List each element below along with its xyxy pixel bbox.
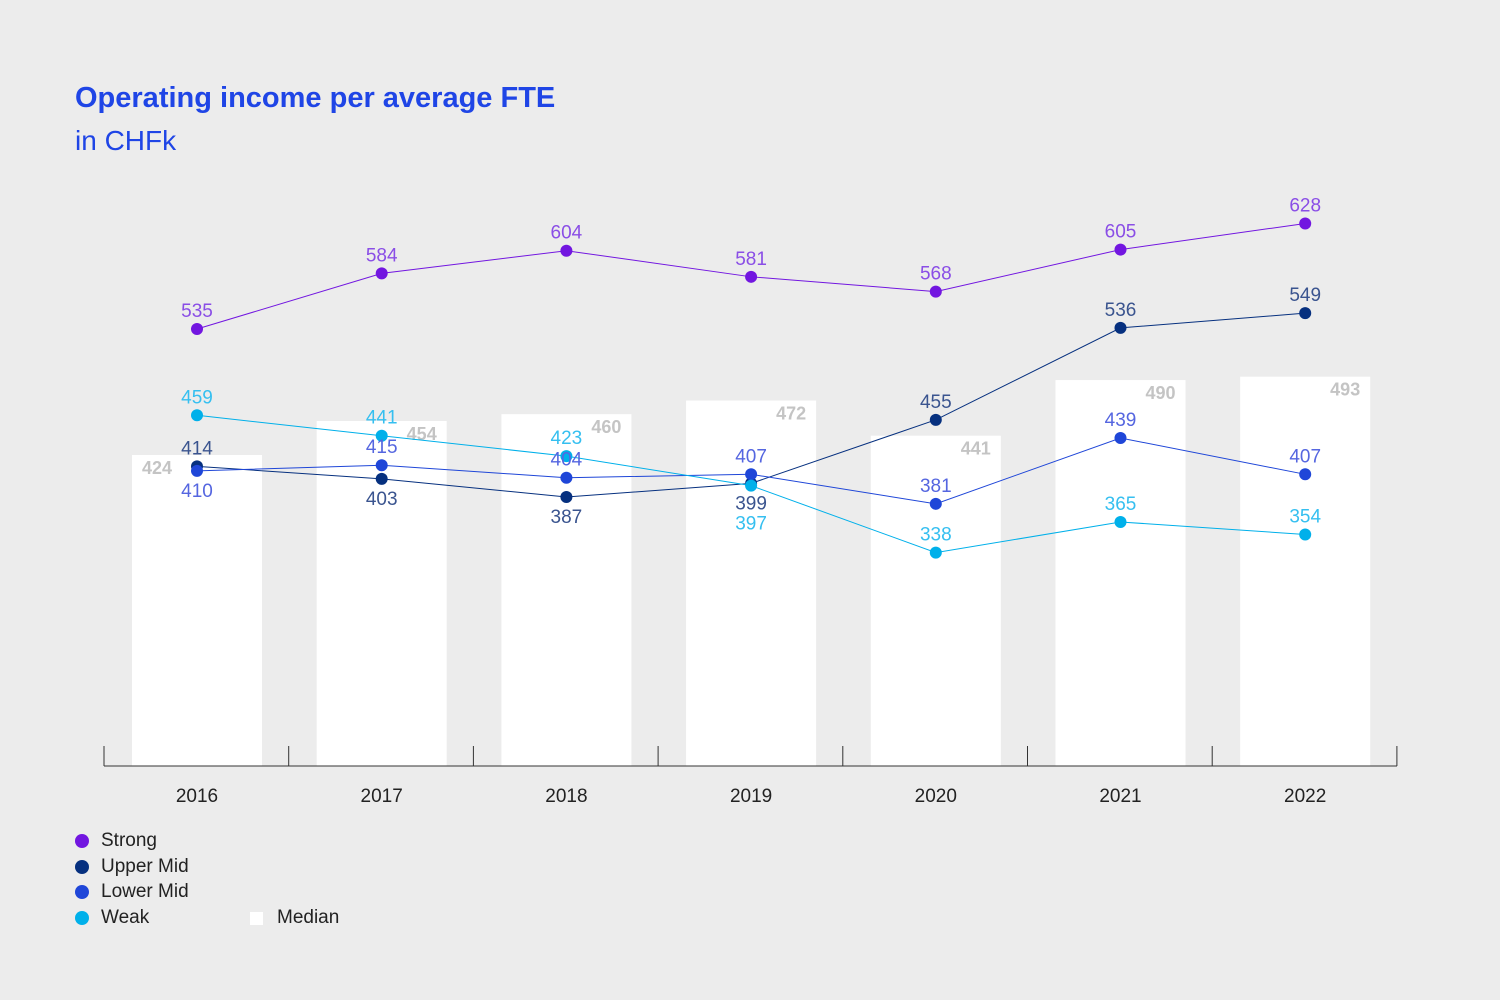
data-label: 399	[735, 493, 767, 514]
data-label: 535	[181, 301, 213, 322]
median-label: 472	[776, 404, 806, 424]
data-label: 414	[181, 438, 213, 459]
x-tick-label: 2020	[915, 786, 957, 807]
legend-item-lower-mid: Lower Mid	[75, 881, 189, 903]
chart-title: Operating income per average FTE	[75, 82, 556, 114]
chart-subtitle: in CHFk	[75, 125, 177, 156]
data-point	[560, 244, 573, 257]
data-point	[375, 459, 388, 472]
data-point	[375, 472, 388, 485]
legend-label: Strong	[101, 830, 157, 851]
data-label: 584	[366, 245, 398, 266]
data-label: 397	[735, 514, 767, 535]
median-bar	[132, 455, 262, 766]
data-label: 387	[551, 507, 583, 528]
legend-item-median: Median	[250, 907, 339, 929]
legend-label: Lower Mid	[101, 881, 189, 902]
data-label: 354	[1289, 506, 1321, 527]
data-label: 423	[551, 428, 583, 449]
data-point	[560, 491, 573, 504]
data-label: 459	[181, 387, 213, 408]
data-label: 415	[366, 437, 398, 458]
data-point	[1299, 528, 1312, 541]
x-tick-label: 2019	[730, 786, 772, 807]
data-point	[191, 464, 203, 477]
median-label: 490	[1145, 383, 1175, 403]
legend-item-upper-mid: Upper Mid	[75, 856, 189, 878]
data-label: 628	[1289, 195, 1321, 216]
data-label: 338	[920, 525, 952, 546]
legend-item-weak: Weak	[75, 907, 149, 929]
legend-marker-icon	[250, 911, 263, 925]
data-label: 404	[551, 450, 583, 471]
data-point	[1114, 321, 1127, 334]
data-point	[191, 323, 203, 336]
data-point	[1114, 243, 1127, 256]
legend-marker-icon	[75, 860, 89, 874]
data-label: 605	[1105, 222, 1137, 243]
x-tick-label: 2016	[176, 786, 218, 807]
data-point	[191, 409, 203, 422]
data-point	[375, 429, 388, 442]
data-point	[929, 546, 942, 559]
data-label: 407	[735, 446, 767, 467]
data-label: 604	[551, 223, 583, 244]
data-point	[560, 450, 573, 463]
data-point	[929, 285, 942, 298]
data-label: 381	[920, 476, 952, 497]
legend-item-strong: Strong	[75, 830, 157, 852]
data-label: 581	[735, 249, 767, 270]
data-label: 568	[920, 264, 952, 285]
median-label: 493	[1330, 380, 1360, 400]
data-label: 536	[1105, 300, 1137, 321]
data-label: 439	[1105, 410, 1137, 431]
x-tick-label: 2022	[1284, 786, 1326, 807]
legend-marker-icon	[75, 911, 89, 925]
median-bar	[316, 420, 447, 766]
data-point	[1299, 307, 1312, 320]
data-point	[375, 267, 388, 280]
data-label: 365	[1105, 494, 1137, 515]
data-label: 455	[920, 392, 952, 413]
legend-label: Median	[277, 907, 340, 928]
x-tick-label: 2018	[545, 786, 587, 807]
median-bar	[870, 435, 1001, 766]
data-point	[1114, 515, 1127, 528]
data-point	[1299, 468, 1312, 481]
legend-label: Weak	[101, 907, 150, 928]
data-label: 441	[366, 408, 398, 429]
data-point	[929, 497, 942, 510]
median-bar	[1055, 380, 1186, 766]
legend-marker-icon	[75, 834, 89, 848]
data-point	[745, 468, 758, 481]
data-label: 407	[1289, 446, 1321, 467]
median-label: 424	[142, 458, 172, 478]
median-bar	[686, 400, 817, 766]
data-point	[1114, 431, 1127, 444]
data-label: 403	[366, 489, 398, 510]
data-label: 410	[181, 481, 213, 502]
data-point	[745, 479, 758, 492]
median-bar	[1240, 376, 1371, 766]
data-label: 549	[1289, 285, 1321, 306]
legend-marker-icon	[75, 885, 89, 899]
data-point	[929, 413, 942, 426]
legend-label: Upper Mid	[101, 856, 189, 877]
data-point	[745, 270, 758, 283]
median-label: 441	[961, 439, 991, 459]
x-tick-label: 2017	[361, 786, 403, 807]
data-point	[560, 471, 573, 484]
median-label: 460	[591, 417, 621, 437]
data-point	[1299, 217, 1312, 230]
x-tick-label: 2021	[1099, 786, 1141, 807]
